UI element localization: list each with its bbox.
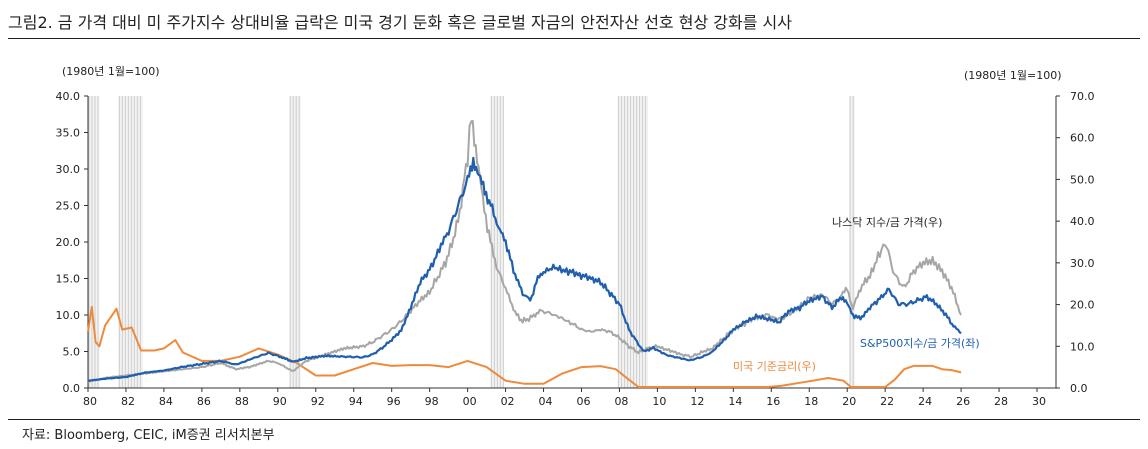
series-line-2: [87, 305, 962, 388]
annotation-fed-rate: 미국 기준금리(우): [733, 360, 816, 373]
x-tick-label: 02: [501, 395, 515, 408]
x-tick-label: 16: [766, 395, 780, 408]
top-rule: [8, 38, 1140, 39]
x-tick-label: 14: [728, 395, 742, 408]
left-tick-label: 30.0: [56, 163, 81, 176]
axes: 0.0 5.0 10.0 15.0 20.0 25.0 30.0 35.0 40.0 0.0 10.…: [56, 90, 1095, 408]
recession-band-5: [849, 96, 855, 388]
x-tick-label: 22: [880, 395, 894, 408]
x-tick-label: 80: [83, 395, 97, 408]
x-tick-label: 96: [387, 395, 401, 408]
recession-shading: [88, 96, 855, 388]
x-tick-label: 08: [614, 395, 628, 408]
annotation-nasdaq: 나스닥 지수/금 가격(우): [832, 216, 942, 229]
left-tick-label: 25.0: [56, 200, 81, 213]
left-tick-label: 10.0: [56, 309, 81, 322]
x-tick-label: 30: [1032, 395, 1046, 408]
x-tick-label: 82: [121, 395, 135, 408]
x-tick-label: 86: [197, 395, 211, 408]
series-lines: [87, 120, 962, 388]
left-tick-label: 35.0: [56, 127, 81, 140]
right-tick-label: 0.0: [1070, 382, 1088, 395]
left-tick-label: 5.0: [63, 346, 81, 359]
x-tick-label: 84: [159, 395, 173, 408]
x-tick-label: 06: [576, 395, 590, 408]
right-tick-label: 20.0: [1070, 299, 1095, 312]
x-tick-label: 28: [994, 395, 1008, 408]
recession-band-0: [88, 96, 100, 388]
x-tick-label: 88: [235, 395, 249, 408]
figure-title: 그림2. 금 가격 대비 미 주가지수 상대비율 급락은 미국 경기 둔화 혹은…: [8, 13, 792, 32]
x-tick-label: 26: [956, 395, 970, 408]
annotation-sp500: S&P500지수/금 가격(좌): [860, 337, 980, 350]
right-tick-label: 60.0: [1070, 132, 1095, 145]
x-tick-label: 90: [273, 395, 287, 408]
left-tick-label: 0.0: [63, 382, 81, 395]
recession-band-2: [289, 96, 301, 388]
right-tick-label: 10.0: [1070, 340, 1095, 353]
left-tick-label: 40.0: [56, 90, 81, 103]
x-tick-label: 18: [804, 395, 818, 408]
x-tick-label: 98: [425, 395, 439, 408]
bottom-rule: [8, 419, 1140, 420]
right-tick-label: 40.0: [1070, 215, 1095, 228]
x-tick-label: 24: [918, 395, 932, 408]
series-line-0: [87, 156, 962, 382]
series-line-1: [87, 120, 962, 383]
left-tick-label: 15.0: [56, 273, 81, 286]
right-tick-label: 30.0: [1070, 257, 1095, 270]
x-tick-label: 04: [539, 395, 553, 408]
right-tick-label: 70.0: [1070, 90, 1095, 103]
left-axis-unit: (1980년 1월=100): [62, 65, 160, 78]
right-tick-label: 50.0: [1070, 173, 1095, 186]
recession-band-4: [617, 96, 648, 388]
left-tick-label: 20.0: [56, 236, 81, 249]
right-axis-unit: (1980년 1월=100): [964, 69, 1062, 82]
x-tick-label: 94: [349, 395, 363, 408]
source-note: 자료: Bloomberg, CEIC, iM증권 리서치본부: [22, 428, 275, 443]
x-tick-label: 92: [311, 395, 325, 408]
x-tick-label: 10: [652, 395, 666, 408]
x-tick-label: 12: [690, 395, 704, 408]
x-tick-label: 20: [842, 395, 856, 408]
x-tick-label: 00: [463, 395, 477, 408]
